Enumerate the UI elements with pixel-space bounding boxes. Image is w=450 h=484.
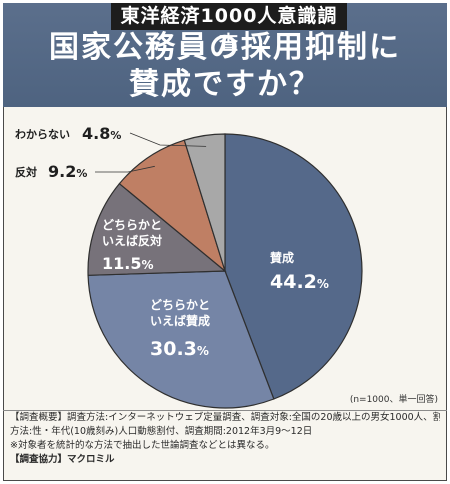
pie-slice-oppose — [118, 139, 227, 273]
data-label-unit-unknown: % — [110, 129, 121, 142]
data-label-unit-somewhat_agree: % — [197, 344, 209, 358]
data-label-value-unknown: 4.8% — [82, 124, 121, 143]
pie-slice-agree — [224, 133, 363, 400]
data-label-unit-agree: % — [317, 277, 329, 291]
footnote-line3: ※対象者を統計的な方法で抽出した世論調査などとは異なる。 — [10, 440, 275, 451]
leader-line-oppose — [95, 165, 155, 173]
footer-divider — [3, 410, 447, 411]
data-label-agree-line1: 賛成 — [270, 250, 294, 265]
footnote-line2: 方法:性・年代(10歳刻み)人口動態割付、調査期間:2012年3月9〜12日 — [10, 426, 313, 437]
data-label-unit-oppose: % — [76, 167, 87, 180]
survey-footnote: 【調査概要】調査方法:インターネットウェブ定量調査、調査対象:全国の20歳以上の… — [10, 411, 440, 467]
pie-slice-unknown — [183, 133, 226, 272]
footnote-line1: 【調査概要】調査方法:インターネットウェブ定量調査、調査対象:全国の20歳以上の… — [10, 412, 440, 423]
data-label-somewhat_agree-line2: いえば賛成 — [150, 313, 210, 328]
data-label-unknown-line1: わからない — [15, 128, 70, 141]
data-label-value-oppose: 9.2% — [48, 162, 87, 181]
data-label-somewhat_oppose-line2: いえば反対 — [102, 233, 162, 248]
survey-badge: 東洋経済1000人意識調査 — [111, 3, 347, 54]
sample-note: (n=1000、単一回答) — [350, 393, 438, 405]
data-label-value-agree: 44.2% — [270, 271, 329, 293]
pie-slice-somewhat_agree — [87, 270, 275, 409]
data-label-oppose-line1: 反対 — [15, 165, 37, 179]
cooperation-label: 【調査協力】 — [10, 454, 68, 465]
data-label-value-somewhat_agree: 30.3% — [150, 338, 209, 360]
data-label-unit-somewhat_oppose: % — [141, 258, 153, 272]
title-banner: 東洋経済1000人意識調査 — [3, 3, 447, 107]
cooperation-value: マクロミル — [67, 454, 115, 465]
chart-title-line1: 国家公務員の採用抑制に — [49, 30, 401, 65]
data-label-somewhat_oppose-line1: どちらかと — [102, 218, 162, 232]
data-label-somewhat_agree-line1: どちらかと — [150, 298, 210, 312]
data-label-value-somewhat_oppose: 11.5% — [102, 254, 154, 273]
footnote-cooperation: 【調査協力】マクロミル — [10, 453, 440, 467]
chart-title-line2: 賛成ですか？ — [129, 67, 321, 102]
leader-line-unknown — [129, 132, 207, 147]
pie-slice-somewhat_oppose — [87, 182, 227, 276]
